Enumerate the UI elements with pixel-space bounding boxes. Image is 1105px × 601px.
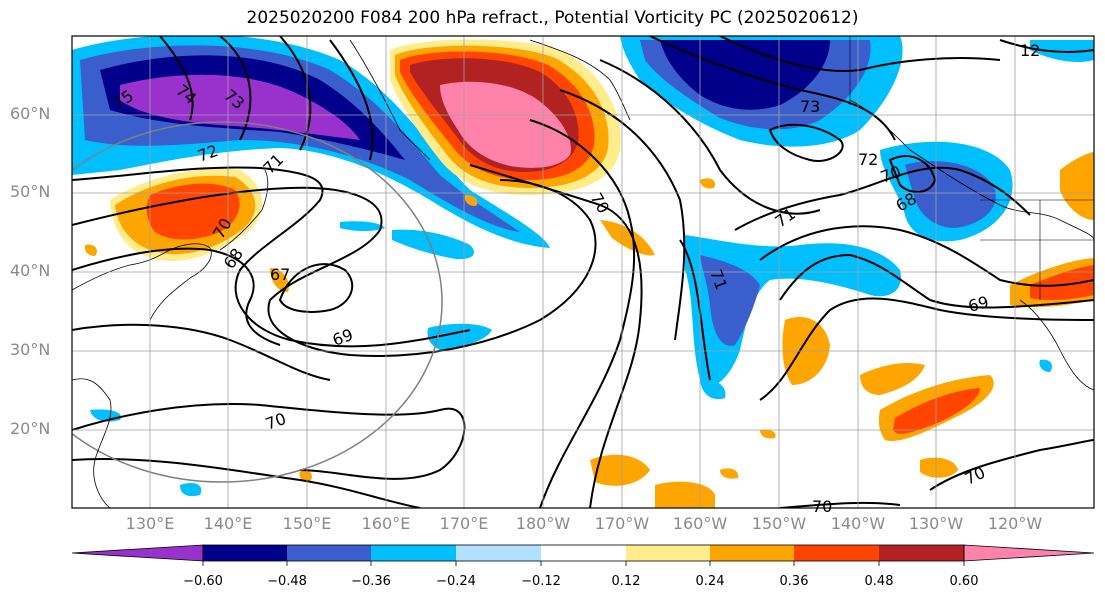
lon-label: 130°E	[125, 514, 175, 533]
colorbar-tick-label: 0.12	[611, 574, 641, 589]
map-title: 2025020200 F084 200 hPa refract., Potent…	[246, 8, 859, 28]
colorbar-segment-10	[963, 544, 1095, 562]
colorbar-tick-label: −0.48	[267, 574, 307, 589]
lon-label: 160°W	[672, 514, 728, 533]
lon-label: 180°W	[515, 514, 571, 533]
lon-label: 170°W	[594, 514, 650, 533]
refractivity-contours	[72, 36, 1094, 508]
coastlines	[72, 39, 1094, 508]
colorbar-segment-9	[879, 545, 964, 561]
colorbar	[71, 544, 1095, 566]
colorbar-segment-7	[710, 545, 794, 561]
colorbar-tick-label: −0.60	[183, 574, 223, 589]
contour-label: 73	[800, 97, 820, 116]
colorbar-tick-label: 0.36	[779, 574, 809, 589]
lat-label: 30°N	[10, 340, 51, 359]
lat-label: 50°N	[10, 182, 51, 201]
map-frame	[71, 35, 1095, 509]
contour-label: 67	[270, 265, 290, 284]
colorbar-segment-5	[541, 545, 626, 561]
colorbar-segment-4	[456, 545, 541, 561]
colorbar-tick-label: −0.24	[436, 574, 476, 589]
borders	[849, 36, 1094, 300]
colorbar-tick-label: 0.24	[695, 574, 725, 589]
lon-label: 170°E	[439, 514, 489, 533]
lon-label: 130°W	[908, 514, 964, 533]
colorbar-segment-2	[287, 545, 371, 561]
lon-label: 150°E	[282, 514, 332, 533]
colorbar-segment-0	[71, 544, 204, 562]
colorbar-tick-label: 0.60	[949, 574, 979, 589]
contour-label: 70	[812, 497, 832, 516]
lon-label: 140°W	[830, 514, 886, 533]
colorbar-segment-8	[794, 545, 879, 561]
lon-label: 160°E	[361, 514, 411, 533]
colorbar-segment-6	[626, 545, 710, 561]
colorbar-tick-label: 0.48	[864, 574, 894, 589]
lon-label: 150°W	[751, 514, 807, 533]
contour-label: 72	[858, 150, 878, 169]
lon-label: 140°E	[203, 514, 253, 533]
contour-label: 12	[1020, 41, 1040, 60]
lon-label: 120°W	[987, 514, 1043, 533]
colorbar-tick-label: −0.36	[351, 574, 391, 589]
gridlines	[72, 36, 1094, 508]
range-circle	[72, 121, 443, 483]
contour-label: 69	[966, 292, 991, 316]
colorbar-segment-1	[203, 545, 287, 561]
colorbar-tick-label: −0.12	[521, 574, 561, 589]
lat-label: 40°N	[10, 261, 51, 280]
lat-label: 20°N	[10, 419, 51, 438]
lat-label: 60°N	[10, 104, 51, 123]
colorbar-segment-3	[371, 545, 456, 561]
